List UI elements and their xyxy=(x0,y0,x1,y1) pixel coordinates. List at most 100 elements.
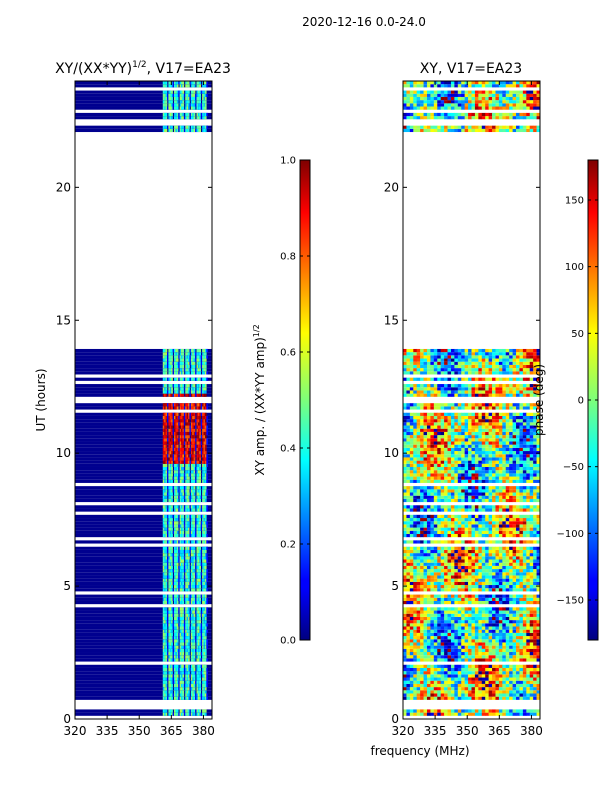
heatmap-cell xyxy=(171,546,173,550)
heatmap-cell xyxy=(189,415,192,420)
heatmap-cell xyxy=(464,667,469,672)
heatmap-cell xyxy=(192,664,194,668)
heatmap-cell xyxy=(519,616,524,621)
heatmap-cell xyxy=(433,652,438,656)
heatmap-cell xyxy=(169,447,172,452)
heatmap-cell xyxy=(495,671,500,675)
heatmap-cell xyxy=(171,648,173,653)
heatmap-cell xyxy=(176,553,179,557)
heatmap-cell xyxy=(199,393,201,397)
heatmap-cell xyxy=(185,597,187,601)
heatmap-cell xyxy=(498,569,503,573)
heatmap-cell xyxy=(197,578,200,582)
heatmap-cell xyxy=(174,680,176,684)
heatmap-cell xyxy=(509,594,513,598)
heatmap-cell xyxy=(165,667,168,672)
heatmap-cell xyxy=(426,616,431,621)
heatmap-cell xyxy=(197,553,200,557)
heatmap-cell xyxy=(464,607,469,611)
heatmap-cell xyxy=(164,470,166,474)
heatmap-cell xyxy=(190,533,193,538)
heatmap-cell xyxy=(179,128,182,133)
heatmap-cell xyxy=(185,358,187,362)
heatmap-cell xyxy=(420,578,424,582)
heatmap-cell xyxy=(447,626,452,630)
heatmap-cell xyxy=(190,81,193,85)
heatmap-cell xyxy=(188,106,190,110)
heatmap-cell xyxy=(182,645,185,649)
heatmap-cell xyxy=(204,473,207,477)
heatmap-cell xyxy=(188,422,190,426)
heatmap-cell xyxy=(203,415,206,420)
heatmap-cell xyxy=(193,489,196,493)
heatmap-cell xyxy=(193,377,196,381)
heatmap-row xyxy=(75,664,212,668)
heatmap-cell xyxy=(529,575,534,579)
heatmap-cell xyxy=(162,623,165,627)
heatmap-cell xyxy=(192,636,194,640)
heatmap-cell xyxy=(409,636,414,640)
heatmap-cell xyxy=(200,441,203,445)
heatmap-cell xyxy=(168,648,171,653)
heatmap-cell xyxy=(168,683,171,688)
heatmap-cell xyxy=(181,565,183,570)
heatmap-cell xyxy=(168,438,171,442)
heatmap-cell xyxy=(168,667,171,672)
heatmap-cell xyxy=(166,473,169,477)
heatmap-cell xyxy=(492,565,496,570)
heatmap-cell xyxy=(171,371,173,375)
heatmap-cell xyxy=(171,444,173,448)
heatmap-cell xyxy=(172,639,175,643)
heatmap-cell xyxy=(181,403,183,407)
heatmap-cell xyxy=(176,514,179,519)
heatmap-cell xyxy=(175,352,178,356)
heatmap-cell xyxy=(426,575,431,579)
heatmap-cell xyxy=(461,613,465,617)
heatmap-cell xyxy=(505,680,510,684)
heatmap-cell xyxy=(176,588,179,592)
heatmap-cell xyxy=(197,693,200,697)
heatmap-cell xyxy=(457,648,462,653)
heatmap-cell xyxy=(454,642,459,646)
heatmap-cell xyxy=(164,712,166,716)
heatmap-cell xyxy=(196,457,199,461)
heatmap-cell xyxy=(164,677,166,681)
heatmap-cell xyxy=(179,648,182,653)
heatmap-cell xyxy=(203,588,206,592)
heatmap-cell xyxy=(485,578,489,582)
heatmap-cell xyxy=(437,613,441,617)
heatmap-cell xyxy=(444,671,448,675)
heatmap-cell xyxy=(196,645,199,649)
heatmap-cell xyxy=(204,508,207,512)
heatmap-cell xyxy=(181,613,183,617)
heatmap-cell xyxy=(169,524,172,528)
heatmap-cell xyxy=(444,597,448,601)
heatmap-cell xyxy=(183,486,186,490)
heatmap-cell xyxy=(175,581,178,586)
heatmap-cell xyxy=(179,687,182,691)
heatmap-cell xyxy=(199,81,201,85)
heatmap-cell xyxy=(488,690,493,694)
heatmap-cell xyxy=(403,594,407,598)
heatmap-cell xyxy=(188,652,190,656)
heatmap-cell xyxy=(196,438,199,442)
heatmap-cell xyxy=(203,422,206,426)
heatmap-cell xyxy=(488,642,493,646)
heatmap-cell xyxy=(488,655,493,659)
heatmap-cell xyxy=(168,470,171,474)
heatmap-cell xyxy=(197,559,200,563)
heatmap-cell xyxy=(183,540,186,544)
heatmap-cell xyxy=(204,352,207,356)
heatmap-cell xyxy=(174,658,176,662)
heatmap-cell xyxy=(498,572,503,576)
heatmap-cell xyxy=(172,371,175,375)
heatmap-cell xyxy=(164,636,166,640)
heatmap-cell xyxy=(162,81,165,85)
heatmap-cell xyxy=(168,112,171,117)
heatmap-cell xyxy=(196,116,199,120)
heatmap-cell xyxy=(195,524,197,528)
heatmap-cell xyxy=(195,96,197,101)
heatmap-cell xyxy=(174,403,176,407)
heatmap-cell xyxy=(188,667,190,672)
heatmap-cell xyxy=(461,629,465,633)
